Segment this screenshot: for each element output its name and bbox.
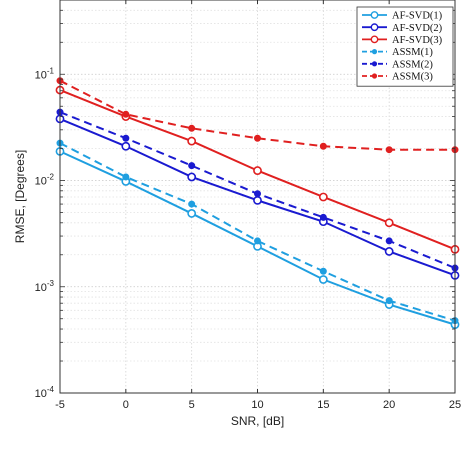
x-tick-label: 20	[383, 399, 395, 411]
legend-box	[356, 6, 454, 87]
legend-label: AF-SVD(3)	[392, 35, 443, 46]
x-tick-label: 15	[317, 399, 329, 411]
y-tick-exponent: -2	[47, 173, 55, 182]
series-assm-1	[56, 139, 459, 325]
y-tick-base: 10	[35, 69, 47, 81]
x-tick-label: 10	[251, 399, 263, 411]
data-point	[122, 110, 130, 118]
legend-swatch-marker	[370, 35, 379, 44]
y-tick-exponent: -3	[47, 279, 55, 288]
y-tick-base: 10	[35, 388, 47, 400]
data-point	[121, 141, 131, 151]
data-point	[188, 200, 196, 208]
legend: AF-SVD(1)AF-SVD(2)AF-SVD(3)ASSM(1)ASSM(2…	[356, 6, 454, 87]
y-tick-base: 10	[35, 282, 47, 294]
data-point	[319, 267, 327, 275]
data-point	[122, 134, 130, 142]
data-point	[319, 213, 327, 221]
y-tick-label: 10-4	[35, 385, 55, 400]
y-tick-label: 10-2	[35, 173, 55, 188]
data-point	[385, 146, 393, 154]
data-point	[318, 275, 328, 284]
legend-item: ASSM(2)	[362, 59, 433, 70]
x-tick-label: 5	[189, 399, 195, 411]
y-tick-label: 10-3	[35, 279, 55, 294]
legend-item: AF-SVD(2)	[362, 23, 443, 34]
legend-swatch-marker	[370, 11, 379, 19]
y-tick-base: 10	[35, 176, 47, 188]
data-point	[385, 297, 393, 305]
series-assm-2	[56, 108, 459, 272]
series-layer	[55, 77, 460, 330]
legend-label: ASSM(1)	[392, 47, 433, 58]
y-axis-label: RMSE, [Degrees]	[13, 150, 27, 243]
data-point	[385, 237, 393, 245]
y-tick-exponent: -4	[47, 385, 55, 394]
legend-label: ASSM(2)	[392, 59, 433, 70]
legend-swatch-marker	[371, 49, 378, 55]
x-tick-label: 25	[449, 399, 461, 411]
data-point	[319, 142, 327, 150]
x-tick-label: -5	[55, 399, 65, 411]
legend-item: ASSM(3)	[362, 72, 433, 83]
legend-label: ASSM(3)	[392, 72, 433, 83]
data-point	[187, 172, 197, 182]
data-point	[254, 237, 261, 245]
legend-swatch-marker	[370, 23, 379, 32]
legend-item: AF-SVD(1)	[362, 11, 443, 22]
data-point	[254, 134, 261, 142]
data-point	[188, 124, 196, 132]
data-point	[187, 136, 197, 146]
legend-item: ASSM(1)	[362, 47, 433, 58]
legend-label: AF-SVD(1)	[392, 11, 443, 22]
legend-swatch-marker	[371, 73, 378, 79]
x-axis-label: SNR, [dB]	[231, 414, 284, 428]
data-point	[253, 166, 262, 175]
data-point	[318, 192, 328, 202]
data-point	[384, 218, 394, 228]
legend-swatch-marker	[371, 61, 378, 67]
y-tick-label: 10-1	[35, 66, 55, 81]
data-point	[188, 162, 196, 170]
data-point	[253, 195, 262, 205]
legend-label: AF-SVD(2)	[392, 23, 443, 34]
data-point	[384, 247, 394, 256]
legend-item: AF-SVD(3)	[362, 35, 443, 46]
data-point	[187, 209, 197, 218]
x-tick-label: 0	[123, 399, 129, 411]
data-point	[122, 173, 130, 181]
data-point	[254, 190, 261, 198]
series-assm-3	[56, 77, 459, 154]
y-tick-exponent: -1	[47, 66, 55, 75]
